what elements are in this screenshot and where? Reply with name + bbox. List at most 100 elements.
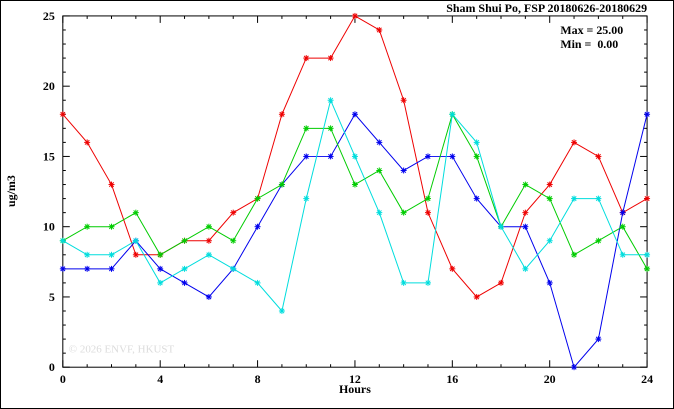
- plot-line-segment: [181, 238, 188, 244]
- plot-line-segment: [206, 238, 212, 244]
- x-tick-label: 0: [60, 372, 66, 386]
- plot-line-segment: [376, 27, 382, 33]
- plot-line-segment: [352, 181, 358, 188]
- y-axis-label: ug/m3: [4, 175, 18, 207]
- plot-line-segment: [571, 196, 577, 202]
- plot-line-segment: [328, 97, 334, 103]
- plot-line-segment: [644, 196, 650, 202]
- plot-line-segment: [157, 266, 163, 272]
- plot-line-segment: [230, 238, 236, 244]
- plot-line-segment: [595, 238, 601, 244]
- plot-line-segment: [108, 181, 115, 188]
- plot-line-segment: [230, 210, 236, 216]
- plot-line-segment: [474, 294, 480, 300]
- series-cyan: [59, 97, 651, 314]
- plot-line-segment: [181, 280, 188, 286]
- plot-line-segment: [401, 97, 407, 103]
- x-tick-label: 12: [349, 372, 361, 386]
- plot-line-segment: [571, 139, 577, 145]
- plot-line-segment: [547, 196, 553, 202]
- chart-title: Sham Shui Po, FSP 20180626-20180629: [446, 1, 647, 15]
- plot-line-segment: [449, 111, 455, 117]
- series-green: [59, 111, 651, 272]
- plot-line-segment: [401, 167, 407, 174]
- plot-line-segment: [279, 308, 285, 314]
- plot-line-segment: [303, 196, 309, 202]
- plot-line-segment: [498, 280, 504, 286]
- plot-line-segment: [303, 153, 309, 159]
- plot-line-segment: [303, 125, 309, 131]
- plot-line-segment: [425, 280, 431, 286]
- plot-line-segment: [133, 210, 139, 216]
- plot-line-segment: [352, 111, 358, 117]
- plot-line-segment: [425, 196, 431, 202]
- plot-line-segment: [595, 336, 601, 342]
- plot-line-segment: [595, 196, 601, 202]
- x-tick-label: 8: [255, 372, 261, 386]
- plot-line-segment: [157, 252, 163, 258]
- watermark: © 2026 ENVF, HKUST: [69, 343, 175, 355]
- plot-line-segment: [84, 252, 90, 258]
- plot-line-segment: [522, 181, 528, 188]
- y-tick-label: 0: [49, 360, 55, 374]
- plot-border: [62, 15, 648, 368]
- plot-line-segment: [644, 111, 650, 117]
- plot-line-segment: [206, 294, 212, 300]
- plot-line-segment: [108, 224, 115, 230]
- series-line-green: [62, 113, 648, 270]
- plot-line-segment: [644, 252, 650, 258]
- series-blue: [59, 111, 651, 371]
- x-axis-label: Hours: [339, 382, 371, 396]
- plot-line-segment: [108, 252, 115, 258]
- plot-line-segment: [644, 266, 650, 272]
- plot-line-segment: [401, 280, 407, 286]
- plot-line-segment: [328, 125, 334, 131]
- plot-line-segment: [84, 139, 90, 145]
- plot-line-segment: [181, 266, 188, 272]
- plot-line-segment: [84, 266, 90, 272]
- series-line-cyan: [62, 98, 648, 313]
- plot-line-segment: [255, 196, 261, 202]
- plot-line-segment: [571, 252, 577, 258]
- plot-line-segment: [595, 153, 601, 159]
- x-tick-label: 20: [544, 372, 556, 386]
- x-tick-label: 16: [446, 372, 458, 386]
- plot-line-segment: [303, 55, 309, 61]
- plot-line-segment: [84, 224, 90, 230]
- y-tick-label: 20: [43, 79, 55, 93]
- plot-line-segment: [376, 210, 382, 216]
- plot-line-segment: [425, 210, 431, 216]
- plot-line-segment: [376, 139, 382, 145]
- plot-line-segment: [620, 252, 626, 258]
- plot-line-segment: [230, 266, 236, 272]
- plot-line-segment: [401, 210, 407, 216]
- y-tick-label: 25: [43, 9, 55, 23]
- y-tick-label: 15: [43, 149, 55, 163]
- y-tick-label: 10: [43, 220, 55, 234]
- plot-line-segment: [449, 153, 455, 159]
- plot-line-segment: [352, 13, 358, 19]
- min-value-label: Min = 0.00: [560, 37, 618, 51]
- plot-line-segment: [571, 364, 577, 370]
- plot-line-segment: [547, 280, 553, 286]
- plot-line-segment: [206, 224, 212, 230]
- plot-line-segment: [206, 252, 212, 258]
- plot-line-segment: [133, 252, 139, 258]
- plot-line-segment: [498, 224, 504, 230]
- plot-line-segment: [60, 111, 66, 117]
- plot-line-segment: [449, 266, 455, 272]
- plot-line-segment: [474, 153, 480, 159]
- plot-line-segment: [522, 266, 528, 272]
- plot-line-segment: [522, 210, 528, 216]
- plot-line-segment: [108, 266, 115, 272]
- plot-line-segment: [620, 210, 626, 216]
- plot-line-segment: [352, 153, 358, 159]
- plot-line-segment: [60, 238, 66, 244]
- plot-line-segment: [255, 280, 261, 286]
- plot-line-segment: [620, 224, 626, 230]
- plot-line-segment: [547, 181, 553, 188]
- plot-line-segment: [133, 238, 139, 244]
- plot-line-segment: [279, 181, 285, 188]
